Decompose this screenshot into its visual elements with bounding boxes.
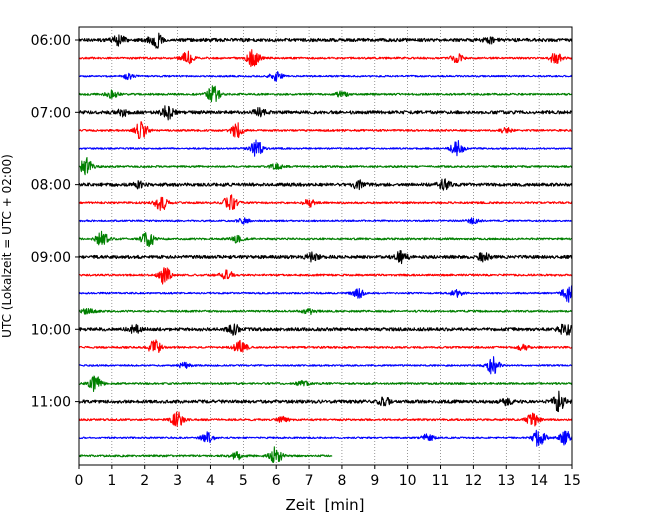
- y-tick-label: 11:00: [31, 395, 71, 411]
- seismic-trace: [78, 230, 573, 248]
- x-tick-label: 13: [497, 473, 515, 489]
- x-tick-label: 4: [206, 473, 215, 489]
- x-tick-label: 11: [432, 473, 450, 489]
- x-tick-label: 10: [399, 473, 417, 489]
- seismic-trace: [78, 139, 573, 157]
- y-axis-ticks: 06:00 07:00 08:00 09:00 10:00 11:00: [31, 33, 79, 411]
- x-tick-label: 12: [464, 473, 482, 489]
- y-tick-label: 08:00: [31, 178, 71, 194]
- x-tick-label: 1: [107, 473, 116, 489]
- seismic-trace: [78, 217, 573, 225]
- x-tick-label: 0: [75, 473, 84, 489]
- trace-group: [78, 32, 573, 463]
- x-tick-label: 9: [370, 473, 379, 489]
- seismic-trace: [78, 157, 573, 176]
- x-axis-ticks: 0 1 2 3 4 5 6 7 8 9 10 11 12 13 14 15: [75, 465, 581, 489]
- seismic-trace: [78, 85, 573, 103]
- y-tick-label: 09:00: [31, 250, 71, 266]
- seismic-trace: [78, 250, 573, 265]
- seismic-trace: [78, 121, 573, 140]
- x-tick-label: 5: [239, 473, 248, 489]
- seismic-trace: [78, 285, 573, 303]
- seismic-trace: [78, 375, 573, 392]
- x-tick-label: 2: [140, 473, 149, 489]
- seismic-trace: [78, 390, 573, 413]
- x-axis-label: Zeit [min]: [285, 496, 364, 514]
- seismic-trace: [78, 429, 573, 447]
- x-tick-label: 7: [305, 473, 314, 489]
- x-tick-label: 14: [530, 473, 548, 489]
- x-tick-label: 6: [272, 473, 281, 489]
- y-axis-label: UTC (Lokalzeit = UTC + 02:00): [0, 154, 14, 338]
- plot-frame: [78, 26, 573, 466]
- x-tick-label: 3: [173, 473, 182, 489]
- seismic-trace: [78, 446, 333, 463]
- seismic-trace: [78, 178, 573, 191]
- seismic-trace: [78, 307, 573, 316]
- seismic-trace: [78, 411, 573, 427]
- seismic-trace: [78, 71, 573, 82]
- seismic-trace: [78, 49, 573, 68]
- seismic-trace: [78, 339, 573, 353]
- seismic-trace: [78, 105, 573, 121]
- seismic-trace: [78, 323, 573, 336]
- x-tick-label: 8: [337, 473, 346, 489]
- y-tick-label: 07:00: [31, 105, 71, 121]
- y-tick-label: 10:00: [31, 322, 71, 338]
- x-tick-label: 15: [563, 473, 581, 489]
- seismic-trace: [78, 194, 573, 211]
- seismic-trace: [78, 356, 573, 375]
- seismic-trace: [78, 267, 573, 285]
- seismic-trace: [78, 32, 573, 49]
- y-tick-label: 06:00: [31, 33, 71, 49]
- grid-lines: [111, 27, 540, 465]
